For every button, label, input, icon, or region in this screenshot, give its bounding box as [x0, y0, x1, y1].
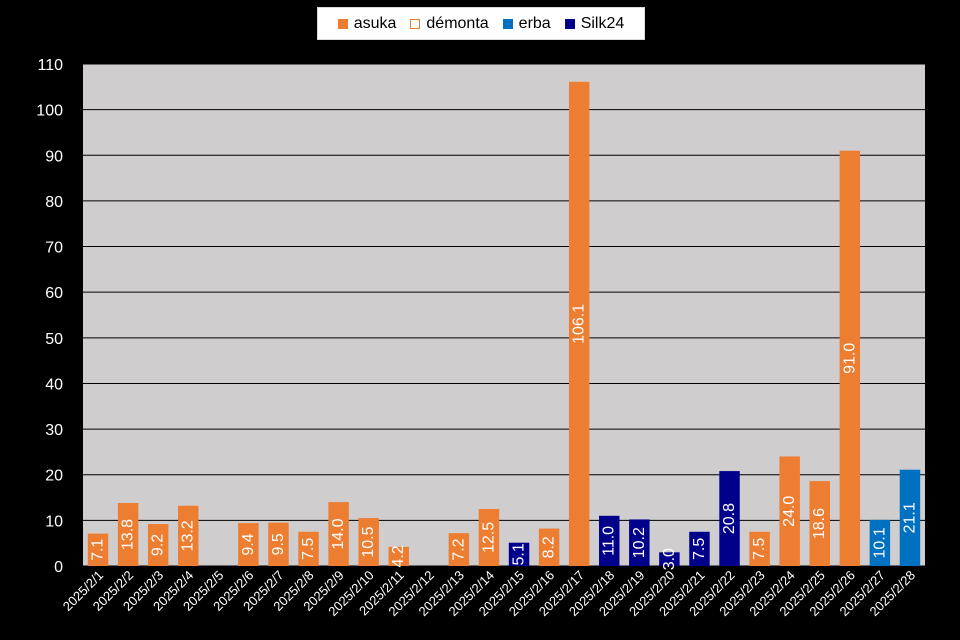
- y-tick-label: 0: [54, 559, 63, 576]
- data-label: 7.5: [300, 538, 317, 560]
- legend-label: erba: [518, 14, 551, 32]
- data-label: 10.5: [360, 526, 377, 557]
- bar-erba: [899, 469, 921, 566]
- y-tick-label: 80: [45, 194, 63, 211]
- data-label: 91.0: [841, 343, 858, 374]
- legend-label: démonta: [426, 14, 489, 32]
- y-tick-label: 60: [45, 285, 63, 302]
- data-label: 24.0: [781, 496, 798, 527]
- bar-asuka: [839, 150, 861, 566]
- data-label: 3.0: [661, 548, 678, 570]
- bar-asuka: [87, 533, 109, 566]
- y-tick-label: 110: [37, 57, 63, 74]
- data-label: 7.1: [90, 539, 107, 561]
- y-tick-label: 70: [45, 240, 63, 257]
- bar-asuka: [328, 502, 349, 566]
- chart-legend: asuka démonta erba Silk24: [317, 7, 645, 40]
- data-label: 4.2: [390, 545, 407, 567]
- y-tick-label: 90: [45, 148, 63, 165]
- bar-asuka: [238, 523, 259, 566]
- bar-asuka: [779, 456, 800, 566]
- bar-asuka: [749, 531, 770, 566]
- bar-silk24: [659, 552, 680, 566]
- bar-silk24: [719, 471, 740, 566]
- bar-asuka: [147, 524, 169, 566]
- legend-swatch: [337, 18, 348, 29]
- bar-asuka: [358, 518, 379, 566]
- legend-item-démonta: démonta: [410, 14, 489, 33]
- bar-asuka: [568, 81, 590, 566]
- bar-silk24: [599, 515, 620, 566]
- y-tick-label: 20: [45, 468, 63, 485]
- data-label: 11.0: [601, 526, 618, 556]
- data-label: 7.2: [450, 538, 467, 560]
- legend-label: asuka: [353, 14, 397, 32]
- bar-asuka: [117, 503, 139, 566]
- bar-asuka: [478, 508, 500, 566]
- data-label: 10.2: [631, 527, 648, 558]
- bar-asuka: [388, 546, 409, 566]
- data-label: 14.0: [330, 518, 347, 549]
- legend-swatch: [564, 18, 575, 29]
- bar-silk24: [689, 531, 710, 566]
- data-label: 21.1: [901, 502, 918, 533]
- legend-item-asuka: asuka: [337, 14, 397, 33]
- y-tick-label: 30: [45, 422, 63, 439]
- data-label: 18.6: [811, 508, 828, 539]
- legend-item-silk24: Silk24: [564, 14, 625, 33]
- legend-swatch: [502, 18, 513, 29]
- data-label: 7.5: [691, 538, 708, 560]
- bar-asuka: [448, 533, 470, 566]
- bar-silk24: [629, 519, 650, 566]
- data-label: 9.5: [270, 533, 287, 555]
- bar-asuka: [268, 522, 289, 566]
- bar-asuka: [298, 531, 319, 566]
- bar-silk24: [508, 542, 530, 566]
- data-label: 9.4: [240, 533, 257, 555]
- bar-erba: [869, 519, 891, 566]
- data-label: 13.2: [180, 520, 197, 551]
- y-tick-label: 10: [45, 513, 63, 530]
- bar-asuka: [809, 481, 830, 566]
- data-label: 8.2: [541, 536, 558, 558]
- y-tick-label: 40: [45, 376, 63, 393]
- legend-item-erba: erba: [502, 14, 551, 33]
- legend-swatch: [410, 18, 421, 29]
- data-label: 7.5: [751, 538, 768, 560]
- data-label: 106.1: [571, 304, 588, 344]
- data-label: 12.5: [480, 522, 497, 553]
- bar-asuka: [178, 505, 199, 566]
- data-label: 9.2: [150, 534, 167, 556]
- data-label: 5.1: [511, 543, 528, 565]
- data-label: 10.1: [871, 527, 888, 558]
- legend-label: Silk24: [580, 14, 625, 32]
- data-label: 13.8: [120, 519, 137, 550]
- data-label: 20.8: [721, 503, 738, 534]
- bar-asuka: [538, 528, 560, 566]
- y-tick-label: 50: [45, 331, 63, 348]
- y-tick-label: 100: [36, 103, 63, 120]
